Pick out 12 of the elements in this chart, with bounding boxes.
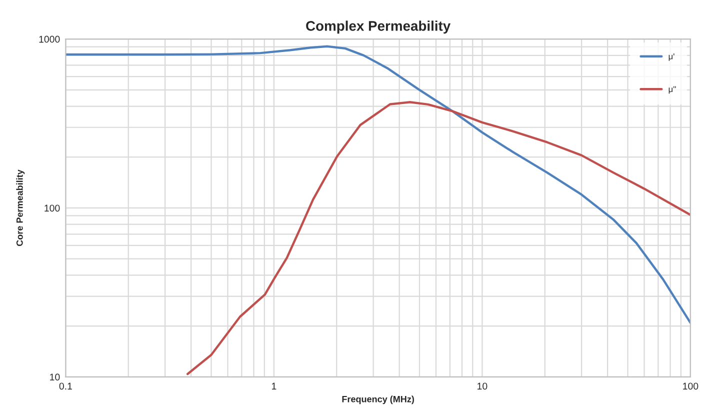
x-tick-label: 100 <box>683 382 698 390</box>
legend-label: μ'' <box>668 86 676 94</box>
y-tick-label: 10 <box>50 374 60 381</box>
y-axis-title: Core Permeability <box>16 170 25 246</box>
x-axis-title: Frequency (MHz) <box>342 396 414 404</box>
chart-title: Complex Permeability <box>306 20 451 34</box>
x-tick-label: 0.1 <box>59 382 72 390</box>
x-tick-label: 10 <box>478 382 488 390</box>
y-tick-label: 1000 <box>39 36 60 43</box>
legend-label: μ' <box>668 54 674 61</box>
y-tick-label: 100 <box>44 204 60 212</box>
x-tick-label: 1 <box>272 382 276 390</box>
